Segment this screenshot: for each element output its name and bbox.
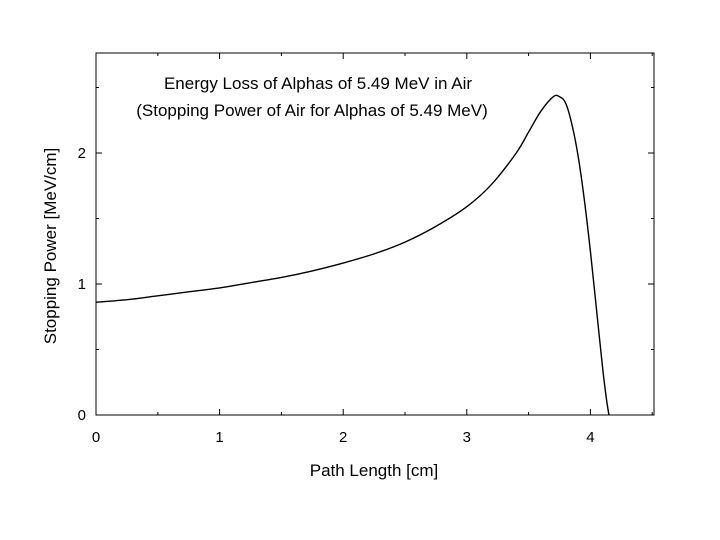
x-axis-label: Path Length [cm] — [310, 461, 439, 480]
chart-title-line-1: Energy Loss of Alphas of 5.49 MeV in Air — [164, 74, 472, 93]
y-tick-labels: 0 1 2 — [78, 145, 86, 424]
minor-ticks — [96, 53, 654, 415]
y-tick-label: 1 — [78, 276, 86, 293]
x-tick-label: 3 — [463, 429, 471, 446]
y-tick-label: 0 — [78, 407, 86, 424]
major-ticks — [95, 53, 654, 416]
x-tick-label: 4 — [586, 429, 594, 446]
y-tick-label: 2 — [78, 145, 86, 162]
x-tick-label: 1 — [215, 429, 223, 446]
chart-title-line-2: (Stopping Power of Air for Alphas of 5.4… — [136, 101, 488, 120]
series-line — [95, 94, 610, 416]
x-tick-label: 0 — [92, 429, 100, 446]
plot-frame — [95, 52, 655, 416]
x-tick-labels: 0 1 2 3 4 — [92, 429, 595, 446]
x-tick-label: 2 — [339, 429, 347, 446]
y-axis-label: Stopping Power [MeV/cm] — [41, 148, 60, 345]
